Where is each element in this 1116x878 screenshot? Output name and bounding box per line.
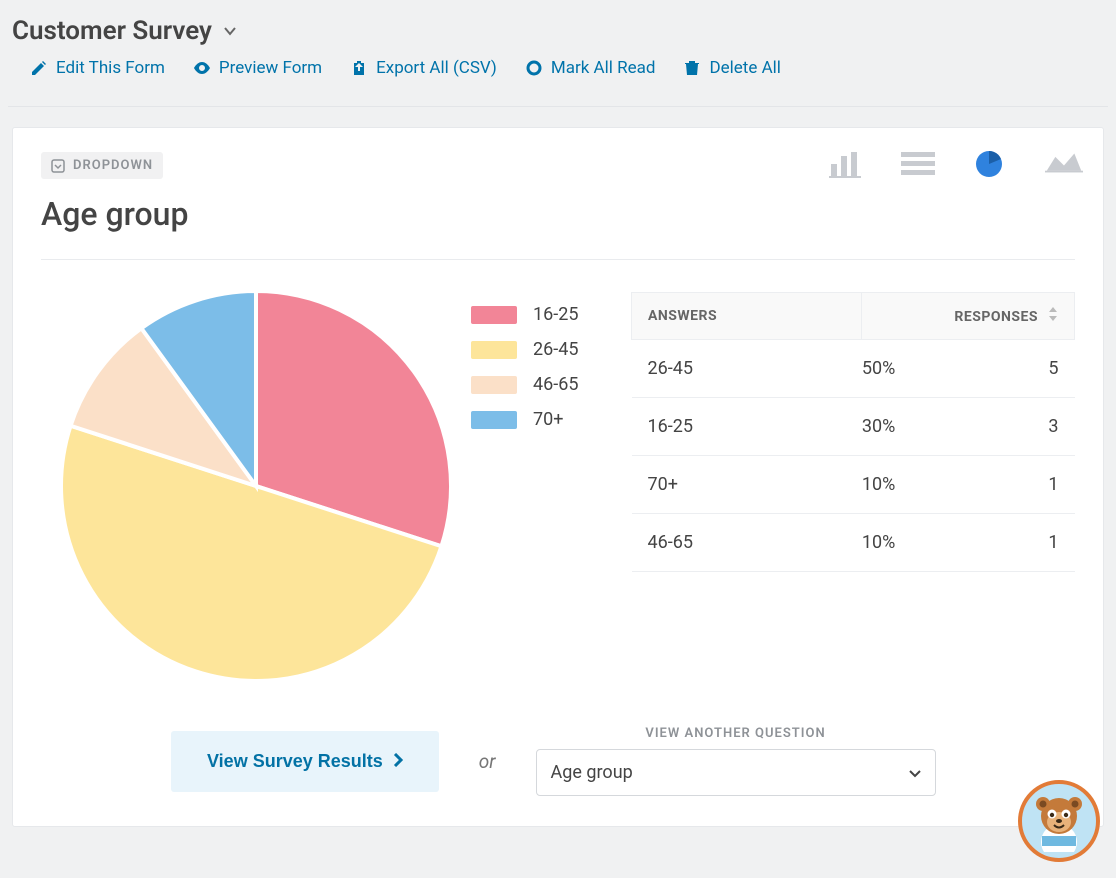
dropdown-icon (51, 159, 65, 173)
preview-form-link[interactable]: Preview Form (193, 58, 322, 78)
view-results-label: View Survey Results (207, 751, 383, 772)
answers-header[interactable]: ANSWERS (632, 293, 862, 340)
export-csv-label: Export All (CSV) (376, 58, 497, 78)
survey-title-text: Customer Survey (12, 16, 212, 46)
count-cell: 1 (977, 514, 1075, 572)
preview-form-label: Preview Form (219, 58, 322, 78)
field-type-tag: DROPDOWN (41, 152, 163, 179)
trash-icon (683, 59, 701, 77)
chart-type-list[interactable] (901, 150, 939, 178)
count-cell: 5 (977, 340, 1075, 398)
responses-table: ANSWERS RESPONSES 26-4550%516-2530%370+1… (631, 286, 1075, 686)
count-cell: 3 (977, 398, 1075, 456)
table-row: 26-4550%5 (632, 340, 1075, 398)
legend-label: 70+ (533, 409, 563, 430)
export-csv-link[interactable]: Export All (CSV) (350, 58, 497, 78)
mark-all-read-link[interactable]: Mark All Read (525, 58, 656, 78)
pct-cell: 10% (862, 514, 977, 572)
caret-down-icon (909, 762, 921, 783)
question-title: Age group (41, 195, 1075, 233)
another-question-label: VIEW ANOTHER QUESTION (536, 726, 936, 741)
table-row: 16-2530%3 (632, 398, 1075, 456)
chart-type-bar[interactable] (829, 150, 867, 178)
pct-cell: 10% (862, 456, 977, 514)
table-row: 46-6510%1 (632, 514, 1075, 572)
legend-item: 26-45 (471, 339, 631, 360)
card-header-divider (41, 259, 1075, 260)
help-mascot-button[interactable] (1018, 780, 1100, 862)
export-icon (350, 59, 368, 77)
legend-item: 16-25 (471, 304, 631, 325)
legend-swatch (471, 341, 517, 359)
header-divider (8, 106, 1108, 107)
count-cell: 1 (977, 456, 1075, 514)
bear-mascot-icon (1028, 790, 1090, 852)
answer-cell: 26-45 (632, 340, 862, 398)
legend-item: 70+ (471, 409, 631, 430)
pct-cell: 50% (862, 340, 977, 398)
chart-type-switcher (829, 150, 1083, 178)
mark-all-read-label: Mark All Read (551, 58, 656, 78)
answer-cell: 16-25 (632, 398, 862, 456)
pie-legend: 16-25 26-45 46-65 70+ (471, 286, 631, 686)
chevron-down-icon (222, 16, 238, 46)
view-survey-results-button[interactable]: View Survey Results (171, 731, 439, 792)
edit-form-label: Edit This Form (56, 58, 165, 78)
survey-results-card: DROPDOWN Age group 16-2526-4546-6570+ AN… (12, 127, 1104, 827)
legend-swatch (471, 376, 517, 394)
legend-swatch (471, 306, 517, 324)
pie-chart (41, 286, 471, 686)
legend-label: 46-65 (533, 374, 578, 395)
sort-icon (1048, 307, 1058, 325)
chart-type-area[interactable] (1045, 150, 1083, 178)
table-row: 70+10%1 (632, 456, 1075, 514)
pencil-icon (30, 59, 48, 77)
answer-cell: 46-65 (632, 514, 862, 572)
field-type-label: DROPDOWN (73, 158, 153, 173)
survey-title-dropdown[interactable]: Customer Survey (12, 16, 238, 46)
answer-cell: 70+ (632, 456, 862, 514)
pct-cell: 30% (862, 398, 977, 456)
legend-item: 46-65 (471, 374, 631, 395)
question-select[interactable]: Age group (536, 749, 936, 796)
delete-all-link[interactable]: Delete All (683, 58, 780, 78)
or-text: or (479, 750, 496, 773)
form-toolbar: Edit This Form Preview Form Export All (… (12, 46, 1104, 78)
legend-swatch (471, 411, 517, 429)
chart-type-pie[interactable] (973, 150, 1011, 178)
chevron-right-icon (393, 751, 403, 772)
edit-form-link[interactable]: Edit This Form (30, 58, 165, 78)
legend-label: 16-25 (533, 304, 578, 325)
circle-icon (525, 59, 543, 77)
question-select-value: Age group (551, 762, 633, 783)
eye-icon (193, 59, 211, 77)
legend-label: 26-45 (533, 339, 578, 360)
delete-all-label: Delete All (709, 58, 780, 78)
responses-header[interactable]: RESPONSES (862, 293, 1075, 340)
